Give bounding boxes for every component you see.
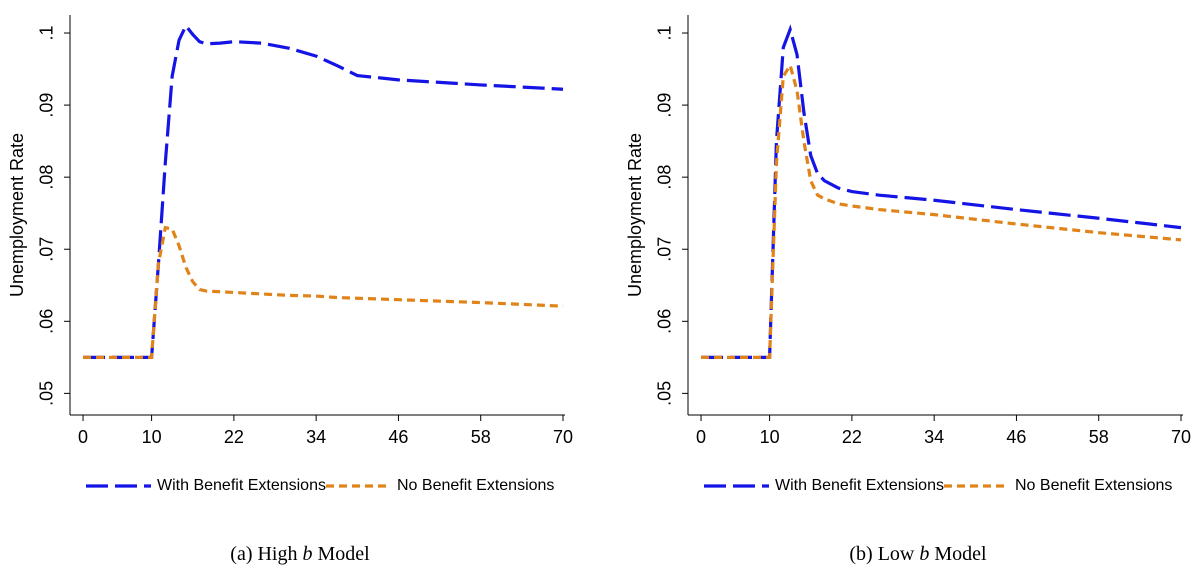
y-tick-label: .08 [37,165,57,190]
x-tick-label: 0 [78,427,88,447]
series-line [83,22,564,359]
y-tick-label: .09 [37,93,57,118]
x-tick-label: 10 [142,427,162,447]
y-tick-label: .07 [37,237,57,262]
legend-text: No Benefit Extensions [1015,477,1172,494]
series-line [701,61,1182,359]
caption: (a) High b Model [230,543,370,565]
y-tick-label: .07 [655,237,675,262]
x-tick-label: 0 [696,427,706,447]
x-tick-label: 70 [1171,427,1191,447]
y-tick-label: .05 [37,381,57,406]
legend-text: No Benefit Extensions [397,477,554,494]
y-tick-label: .06 [655,309,675,334]
caption-part: (a) High [230,543,297,565]
series-line [701,24,1182,359]
x-tick-label: 34 [924,427,944,447]
y-tick-label: .06 [37,309,57,334]
y-axis-label: Unemployment Rate [7,133,27,297]
caption-part: Model [317,543,370,565]
series-line [83,225,564,359]
x-tick-label: 22 [224,427,244,447]
y-tick-label: .09 [655,93,675,118]
x-tick-label: 46 [388,427,408,447]
y-tick-label: .05 [655,381,675,406]
x-tick-label: 10 [760,427,780,447]
y-tick-label: .1 [655,26,675,41]
caption-part: (b) Low [849,543,915,565]
x-tick-label: 70 [553,427,573,447]
x-tick-label: 34 [306,427,326,447]
x-tick-label: 58 [1089,427,1109,447]
y-tick-label: .08 [655,165,675,190]
legend-text: With Benefit Extensions [775,477,944,494]
caption-part: b [919,543,929,565]
y-tick-label: .1 [37,26,57,41]
legend-text: With Benefit Extensions [157,477,326,494]
x-tick-label: 22 [842,427,862,447]
x-tick-label: 46 [1006,427,1026,447]
x-tick-label: 58 [471,427,491,447]
caption-part: Model [934,543,987,565]
caption: (b) Low b Model [849,543,987,565]
caption-part: b [302,543,312,565]
y-axis-label: Unemployment Rate [625,133,645,297]
